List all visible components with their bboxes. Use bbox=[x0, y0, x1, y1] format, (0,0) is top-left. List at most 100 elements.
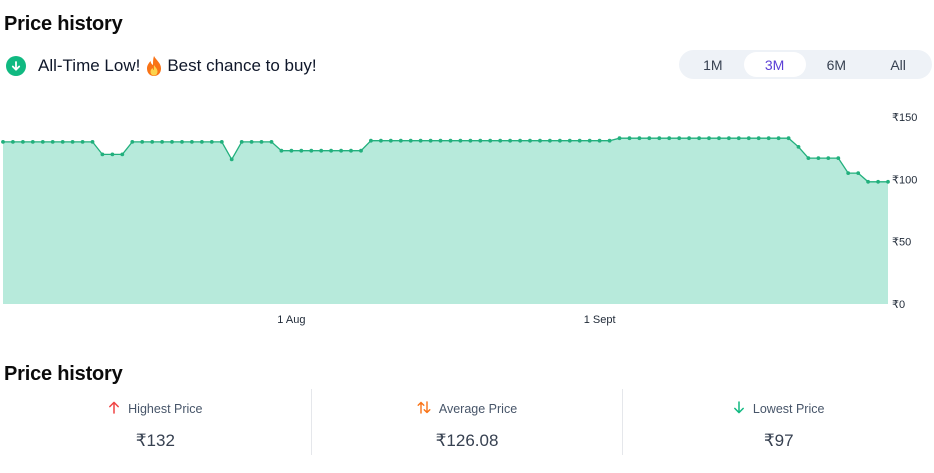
price-point bbox=[866, 179, 870, 184]
price-point bbox=[707, 136, 711, 141]
price-point bbox=[756, 136, 761, 141]
price-point bbox=[299, 148, 304, 153]
price-point bbox=[120, 152, 125, 157]
price-point bbox=[219, 140, 224, 144]
price-point bbox=[528, 138, 532, 143]
page-title: Price history bbox=[4, 13, 123, 35]
price-point bbox=[21, 140, 25, 144]
price-point bbox=[617, 136, 622, 141]
price-point bbox=[597, 138, 602, 143]
price-point bbox=[458, 138, 463, 143]
price-point bbox=[806, 156, 811, 160]
lowest-price-value: ₹97 bbox=[763, 431, 794, 450]
price-point bbox=[846, 171, 851, 175]
price-point bbox=[1, 140, 5, 144]
price-point bbox=[398, 138, 403, 143]
price-point bbox=[90, 140, 95, 144]
tab-all[interactable]: All bbox=[890, 56, 906, 73]
price-point bbox=[170, 140, 174, 144]
alert-text-secondary: Best chance to buy! bbox=[167, 56, 317, 75]
price-area-fill bbox=[3, 138, 888, 304]
price-point bbox=[587, 138, 592, 143]
price-point bbox=[369, 138, 373, 143]
price-point bbox=[309, 148, 314, 153]
price-point bbox=[637, 136, 642, 141]
price-point bbox=[498, 138, 503, 143]
price-point bbox=[359, 148, 363, 153]
highest-price-value: ₹132 bbox=[135, 431, 175, 450]
price-point bbox=[60, 140, 65, 144]
price-point bbox=[766, 136, 771, 141]
price-point bbox=[289, 148, 294, 153]
arrow-down-circle-icon bbox=[6, 56, 26, 76]
price-point bbox=[697, 136, 701, 141]
price-point bbox=[438, 138, 443, 143]
price-point bbox=[40, 140, 45, 144]
price-point bbox=[826, 156, 831, 160]
average-price-label: Average Price bbox=[438, 402, 518, 416]
average-price-value: ₹126.08 bbox=[435, 431, 499, 450]
price-point bbox=[796, 145, 801, 149]
alert-text-primary: All-Time Low! bbox=[38, 56, 141, 75]
price-point bbox=[180, 140, 184, 144]
price-point bbox=[259, 140, 264, 144]
price-point bbox=[567, 138, 572, 143]
y-tick-label: ₹50 bbox=[892, 237, 911, 249]
price-point bbox=[836, 156, 841, 160]
tab-6m[interactable]: 6M bbox=[826, 56, 847, 73]
price-point bbox=[786, 136, 791, 141]
price-point bbox=[329, 148, 333, 153]
lowest-price-label: Lowest Price bbox=[752, 402, 825, 416]
price-point bbox=[647, 136, 652, 141]
price-point bbox=[110, 152, 115, 157]
price-point bbox=[190, 140, 194, 144]
price-point bbox=[229, 157, 234, 162]
tab-1m[interactable]: 1M bbox=[703, 56, 723, 73]
price-point bbox=[349, 148, 353, 153]
fire-icon bbox=[145, 55, 163, 77]
price-point bbox=[488, 138, 493, 143]
y-tick-label: ₹0 bbox=[892, 299, 905, 311]
tab-3m[interactable]: 3M bbox=[743, 52, 806, 77]
price-summary: Highest Price ₹132 Average Price ₹126.08… bbox=[0, 389, 934, 455]
summary-title: Price history bbox=[4, 363, 123, 385]
price-point bbox=[736, 136, 741, 141]
price-point bbox=[140, 140, 145, 144]
arrows-up-down-icon bbox=[417, 401, 439, 417]
price-history-chart: ₹150 ₹100 ₹50 ₹0 1 Aug 1 Sept bbox=[1, 112, 917, 326]
price-point bbox=[548, 138, 552, 143]
price-point bbox=[478, 138, 483, 143]
x-tick-label: 1 Aug bbox=[277, 314, 305, 326]
price-point bbox=[657, 136, 662, 141]
price-point bbox=[816, 156, 821, 160]
price-point bbox=[627, 136, 632, 141]
price-point bbox=[50, 140, 55, 144]
price-point bbox=[269, 140, 274, 144]
price-point bbox=[746, 136, 751, 141]
highest-price-label: Highest Price bbox=[128, 402, 203, 416]
price-point bbox=[80, 140, 85, 144]
lowest-price-stat: Lowest Price ₹97 bbox=[622, 389, 934, 455]
highest-price-stat: Highest Price ₹132 bbox=[0, 389, 311, 455]
price-point bbox=[607, 138, 612, 143]
price-point bbox=[468, 138, 473, 143]
price-point bbox=[776, 136, 781, 141]
price-point bbox=[876, 179, 880, 184]
price-point bbox=[886, 179, 890, 184]
price-point bbox=[508, 138, 512, 143]
y-tick-label: ₹100 bbox=[892, 174, 917, 186]
average-price-stat: Average Price ₹126.08 bbox=[310, 389, 623, 455]
price-point bbox=[70, 140, 75, 144]
price-point bbox=[11, 140, 15, 144]
price-point bbox=[428, 138, 433, 143]
y-tick-label: ₹150 bbox=[892, 112, 917, 124]
arrow-down-icon bbox=[733, 401, 753, 417]
price-point bbox=[279, 148, 284, 153]
arrow-up-icon bbox=[108, 401, 128, 417]
price-point bbox=[558, 138, 562, 143]
price-point bbox=[319, 148, 324, 153]
price-point bbox=[418, 138, 423, 143]
price-point bbox=[130, 140, 135, 144]
price-point bbox=[209, 140, 214, 144]
price-point bbox=[388, 138, 393, 143]
